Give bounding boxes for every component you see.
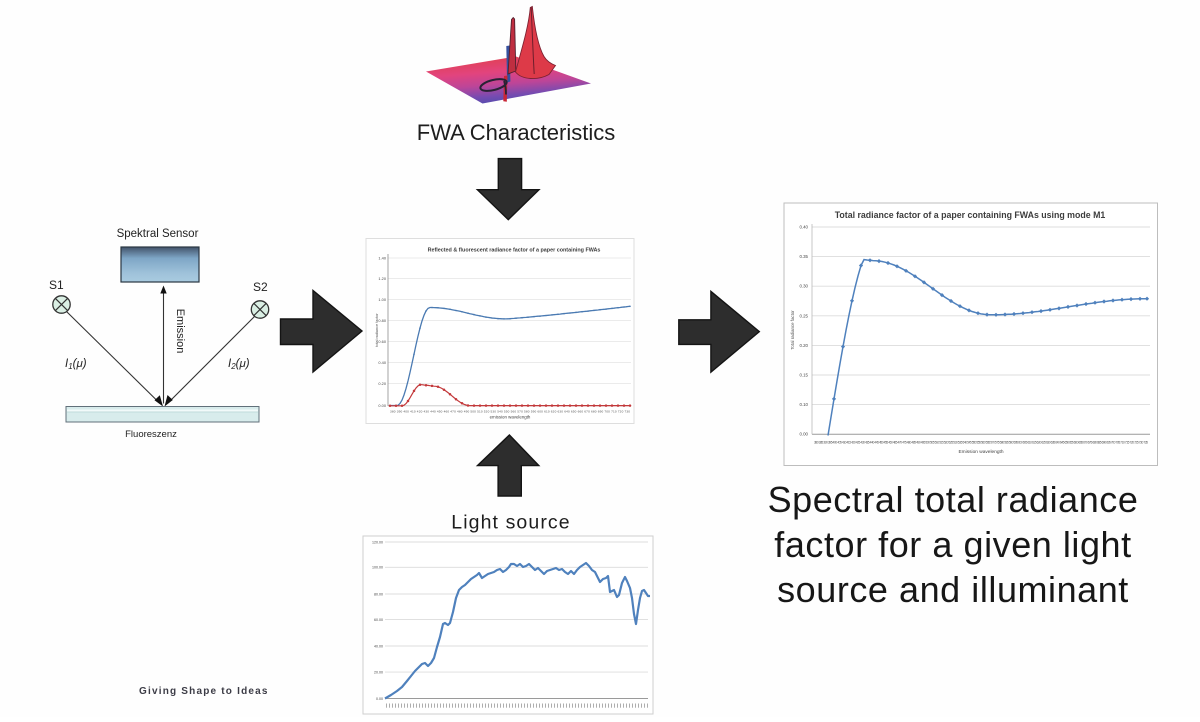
svg-text:40.00: 40.00 [374, 644, 383, 648]
svg-text:Reflected & fluorescent radian: Reflected & fluorescent radiance factor … [428, 248, 601, 254]
svg-text:0.60: 0.60 [378, 339, 386, 344]
svg-text:0.25: 0.25 [799, 313, 808, 318]
svg-text:Light source: Light source [451, 512, 570, 534]
svg-text:Emission: Emission [174, 309, 186, 354]
svg-text:Emission wavelength: Emission wavelength [958, 449, 1003, 455]
svg-text:FWA Characteristics: FWA Characteristics [417, 120, 615, 145]
svg-text:0.20: 0.20 [378, 381, 386, 386]
svg-text:Spektral Sensor: Spektral Sensor [117, 228, 199, 240]
svg-text:total radiance factor: total radiance factor [375, 313, 379, 347]
svg-text:source and illuminant: source and illuminant [777, 569, 1129, 610]
svg-text:380 385 390 395 400 405 410 41: 380 385 390 395 400 405 410 415 420 425 … [814, 441, 1148, 445]
svg-text:emission wavelength: emission wavelength [490, 415, 531, 420]
svg-text:0.40: 0.40 [799, 225, 808, 230]
svg-text:0.15: 0.15 [799, 373, 808, 378]
svg-text:Fluoreszenz: Fluoreszenz [125, 429, 177, 440]
svg-text:Spectral total radiance: Spectral total radiance [768, 479, 1139, 520]
svg-text:Total radiance factor of a pap: Total radiance factor of a paper contain… [835, 210, 1106, 220]
svg-text:I2(μ): I2(μ) [228, 358, 250, 371]
svg-text:0.40: 0.40 [378, 360, 386, 365]
svg-text:60.00: 60.00 [374, 618, 383, 622]
svg-text:380 390 400 410 420 430 440 45: 380 390 400 410 420 430 440 450 460 470 … [390, 409, 630, 413]
svg-text:0.80: 0.80 [378, 318, 386, 323]
svg-text:0.10: 0.10 [799, 402, 808, 407]
svg-text:I1(μ): I1(μ) [65, 358, 87, 371]
svg-text:0.30: 0.30 [799, 284, 808, 289]
svg-text:Giving Shape to Ideas: Giving Shape to Ideas [139, 686, 269, 697]
svg-text:1.00: 1.00 [378, 297, 386, 302]
svg-text:Total radiance factor: Total radiance factor [790, 310, 795, 350]
svg-text:0.00: 0.00 [376, 697, 383, 701]
svg-text:S1: S1 [49, 278, 64, 292]
svg-text:0.00: 0.00 [799, 432, 808, 437]
svg-text:0.35: 0.35 [799, 254, 808, 259]
svg-text:100.00: 100.00 [372, 566, 383, 570]
svg-text:1.40: 1.40 [378, 255, 386, 260]
svg-text:0.20: 0.20 [799, 343, 808, 348]
svg-text:80.00: 80.00 [374, 592, 383, 596]
svg-text:S2: S2 [253, 280, 268, 294]
svg-text:120.00: 120.00 [372, 540, 383, 544]
svg-text:factor for a given light: factor for a given light [774, 524, 1131, 565]
svg-text:1.20: 1.20 [378, 276, 386, 281]
svg-text:20.00: 20.00 [374, 670, 383, 674]
svg-text:0.00: 0.00 [378, 403, 386, 408]
